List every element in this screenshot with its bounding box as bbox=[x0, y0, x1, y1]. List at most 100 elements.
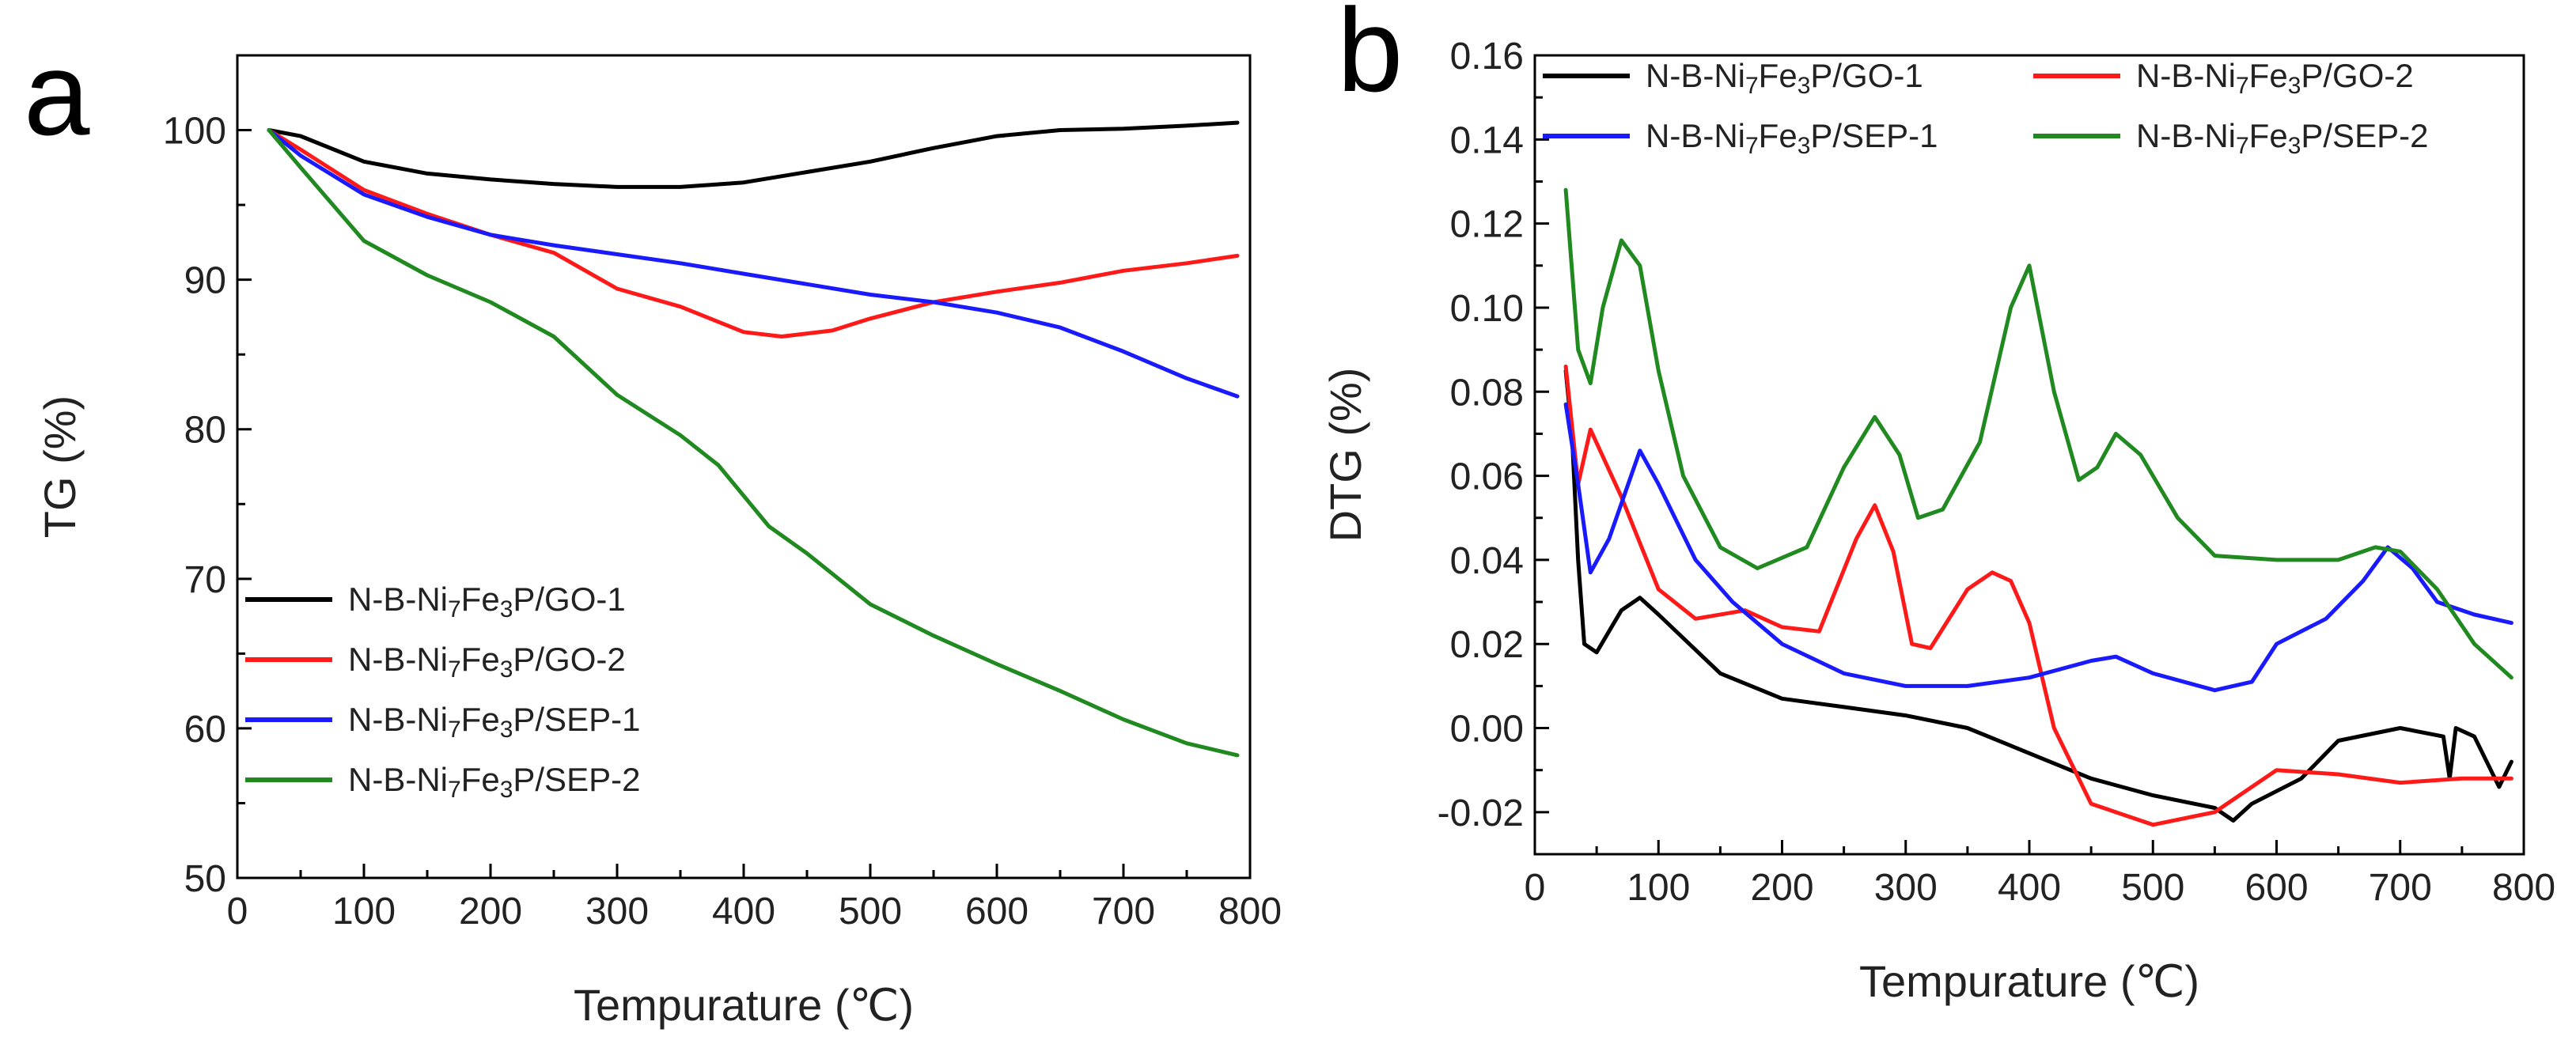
panel-a-legend-label-go-2: N-B-Ni7Fe3P/GO-2 bbox=[348, 641, 626, 683]
legend-label-part: P/SEP-1 bbox=[1810, 117, 1938, 154]
panel-a-ticks: 0 100 200 300 400 500 600 700 800 50 60 70 80 90 100 bbox=[163, 111, 1282, 932]
panel-b-x-tick-label: 300 bbox=[1874, 867, 1938, 909]
panel-a-series-go-2 bbox=[267, 128, 1240, 339]
panel-a-y-tick-label: 100 bbox=[163, 111, 226, 153]
panel-b-legend: N-B-Ni7Fe3P/GO-1 N-B-Ni7Fe3P/GO-2N-B-Ni7F… bbox=[1543, 57, 2428, 159]
legend-label-part: Fe bbox=[461, 761, 500, 798]
legend-label-part: Fe bbox=[1759, 57, 1798, 94]
legend-label-part: P/SEP-1 bbox=[513, 701, 640, 738]
legend-label-part: N-B-Ni bbox=[1646, 117, 1745, 154]
legend-label-part: 7 bbox=[1745, 73, 1759, 99]
panel-b-x-tick-label: 800 bbox=[2492, 867, 2555, 909]
panel-a-x-tick-label: 500 bbox=[839, 891, 902, 932]
legend-label-part: Fe bbox=[461, 581, 500, 618]
legend-label-part: Fe bbox=[2249, 117, 2288, 154]
legend-label-part: Fe bbox=[461, 701, 500, 738]
legend-label-part: 3 bbox=[500, 596, 513, 622]
panel-a-legend-label-sep-2: N-B-Ni7Fe3P/SEP-2 bbox=[348, 761, 640, 803]
legend-label-part: N-B-Ni bbox=[348, 761, 448, 798]
panel-b-legend-label-go-2: N-B-Ni7Fe3P/GO-2 bbox=[2136, 57, 2414, 99]
panel-b-legend-label-sep-1: N-B-Ni7Fe3P/SEP-1 bbox=[1646, 117, 1938, 159]
legend-label-part: 3 bbox=[500, 656, 513, 683]
panel-a-series-sep-2 bbox=[267, 128, 1240, 758]
panel-b-x-tick-label: 0 bbox=[1525, 867, 1546, 909]
panel-b-x-axis-title: Tempurature (℃) bbox=[1859, 956, 2199, 1006]
legend-label-part: P/GO-1 bbox=[1810, 57, 1923, 94]
panel-b-x-tick-label: 500 bbox=[2121, 867, 2184, 909]
legend-label-part: P/GO-2 bbox=[513, 641, 625, 678]
panel-b-y-axis-title: DTG (%) bbox=[1320, 368, 1370, 543]
panel-b-y-tick-label: 0.04 bbox=[1450, 540, 1524, 582]
legend-label-part: Fe bbox=[461, 641, 500, 678]
panel-a-x-tick-label: 100 bbox=[332, 891, 396, 932]
panel-b-x-tick-label: 400 bbox=[1998, 867, 2061, 909]
panel-b-x-tick-label: 600 bbox=[2245, 867, 2308, 909]
panel-b-series-go-2 bbox=[1563, 364, 2513, 827]
panel-a-y-tick-label: 70 bbox=[184, 559, 226, 601]
panel-b-series-sep-1 bbox=[1563, 402, 2513, 693]
legend-label-part: 7 bbox=[448, 777, 461, 803]
panel-b-y-tick-label: 0.10 bbox=[1450, 288, 1524, 330]
legend-label-part: 7 bbox=[1745, 133, 1759, 159]
panel-a-series-layer bbox=[267, 120, 1240, 758]
panel-b-y-tick-label: 0.12 bbox=[1450, 204, 1524, 246]
legend-label-part: Fe bbox=[1759, 117, 1798, 154]
panel-b-series-go-1 bbox=[1563, 369, 2513, 823]
legend-label-part: N-B-Ni bbox=[1646, 57, 1745, 94]
legend-label-part: N-B-Ni bbox=[348, 641, 448, 678]
panel-a-x-tick-label: 0 bbox=[227, 891, 248, 932]
panel-a-legend-label-sep-1: N-B-Ni7Fe3P/SEP-1 bbox=[348, 701, 640, 743]
legend-label-part: 7 bbox=[2236, 133, 2249, 159]
panel-b-series-layer bbox=[1563, 187, 2513, 827]
panel-a-legend: N-B-Ni7Fe3P/GO-1N-B-Ni7Fe3P/GO-2N-B-Ni7F… bbox=[245, 581, 640, 803]
legend-label-part: P/GO-2 bbox=[2301, 57, 2413, 94]
panel-letter-b: b bbox=[1337, 0, 1403, 116]
panel-b-y-tick-label: -0.02 bbox=[1438, 793, 1524, 834]
panel-a-x-axis-title: Tempurature (℃) bbox=[574, 980, 914, 1030]
legend-label-part: P/SEP-2 bbox=[2301, 117, 2428, 154]
legend-label-part: 7 bbox=[2236, 73, 2249, 99]
panel-letter-a: a bbox=[24, 27, 90, 160]
panel-a-series-sep-1 bbox=[267, 128, 1240, 399]
panel-b-y-tick-label: 0.06 bbox=[1450, 456, 1524, 498]
legend-label-part: N-B-Ni bbox=[348, 581, 448, 618]
panel-b-ticks: 0 100 200 300 400 500 600 700 800 -0.02 0.00 0.02 0.… bbox=[1438, 36, 2555, 909]
panel-a-y-tick-label: 60 bbox=[184, 709, 226, 751]
legend-label-part: 7 bbox=[448, 596, 461, 622]
panel-b-x-tick-label: 200 bbox=[1750, 867, 1813, 909]
panel-a-legend-label-go-1: N-B-Ni7Fe3P/GO-1 bbox=[348, 581, 626, 622]
panel-b-y-tick-label: 0.00 bbox=[1450, 709, 1524, 751]
legend-label-part: N-B-Ni bbox=[348, 701, 448, 738]
panel-a-plot-frame bbox=[236, 54, 1252, 880]
panel-a-series-go-1 bbox=[267, 120, 1240, 189]
panel-b-x-tick-label: 100 bbox=[1627, 867, 1690, 909]
panel-a-y-axis-title: TG (%) bbox=[35, 395, 85, 538]
panel-a-x-tick-label: 800 bbox=[1218, 891, 1282, 932]
legend-label-part: P/SEP-2 bbox=[513, 761, 640, 798]
panel-a-x-tick-label: 300 bbox=[585, 891, 649, 932]
panel-b-series-sep-2 bbox=[1563, 187, 2513, 680]
legend-label-part: 7 bbox=[448, 717, 461, 743]
legend-label-part: 3 bbox=[500, 717, 513, 743]
legend-label-part: 3 bbox=[1798, 73, 1811, 99]
panel-b-legend-label-go-1: N-B-Ni7Fe3P/GO-1 bbox=[1646, 57, 1923, 99]
panel-b-legend-label-sep-2: N-B-Ni7Fe3P/SEP-2 bbox=[2136, 117, 2428, 159]
panel-a-y-tick-label: 90 bbox=[184, 260, 226, 302]
panel-b-y-tick-label: 0.02 bbox=[1450, 624, 1524, 666]
legend-label-part: Fe bbox=[2249, 57, 2288, 94]
panel-a-tg-chart: a 0 100 200 300 400 500 600 700 800 50 60 70 80 90 100… bbox=[24, 27, 1282, 1030]
legend-label-part: N-B-Ni bbox=[2136, 57, 2236, 94]
panel-a-x-tick-label: 200 bbox=[459, 891, 522, 932]
panel-b-dtg-chart: b 0 100 200 300 400 500 600 700 800 -0.02 0.00 0.02… bbox=[1320, 0, 2555, 1006]
panel-a-y-tick-label: 80 bbox=[184, 410, 226, 452]
legend-label-part: P/GO-1 bbox=[513, 581, 625, 618]
panel-b-y-tick-label: 0.14 bbox=[1450, 119, 1524, 161]
panel-b-x-tick-label: 700 bbox=[2369, 867, 2432, 909]
legend-label-part: 7 bbox=[448, 656, 461, 683]
legend-label-part: N-B-Ni bbox=[2136, 117, 2236, 154]
panel-b-y-tick-label: 0.08 bbox=[1450, 372, 1524, 414]
panel-a-y-tick-label: 50 bbox=[184, 858, 226, 900]
panel-a-x-tick-label: 700 bbox=[1092, 891, 1155, 932]
legend-label-part: 3 bbox=[2288, 133, 2301, 159]
